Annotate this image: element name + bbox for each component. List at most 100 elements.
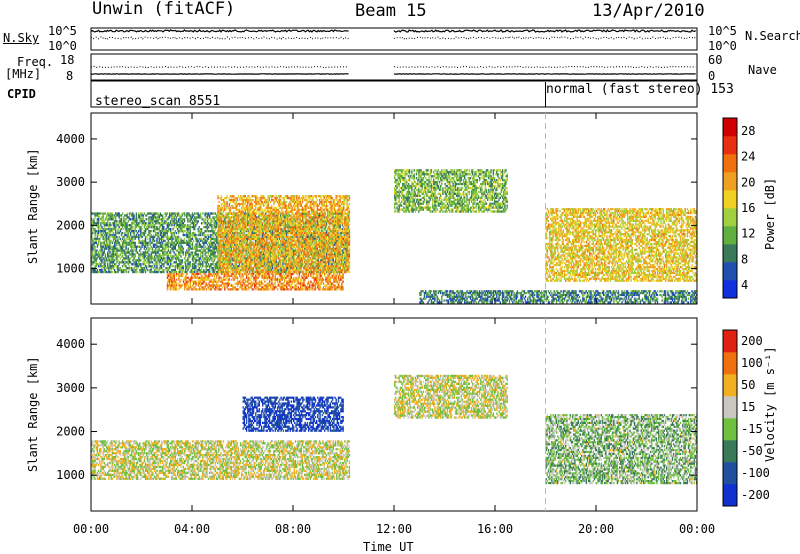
cell bbox=[94, 248, 95, 250]
cell bbox=[185, 259, 186, 261]
cell bbox=[170, 263, 171, 265]
cell bbox=[191, 214, 192, 216]
cell bbox=[94, 261, 95, 263]
cell bbox=[157, 228, 158, 230]
cell bbox=[130, 226, 131, 228]
cell bbox=[109, 271, 110, 273]
cell bbox=[168, 240, 169, 242]
cell bbox=[165, 228, 166, 230]
cell bbox=[170, 244, 171, 246]
cell bbox=[147, 251, 148, 253]
cell bbox=[195, 261, 196, 263]
cell bbox=[107, 251, 108, 253]
cell bbox=[123, 228, 124, 230]
cell bbox=[140, 236, 141, 238]
cell bbox=[112, 230, 113, 232]
cell bbox=[124, 232, 125, 234]
cell bbox=[130, 228, 131, 230]
cell bbox=[163, 232, 164, 234]
cell bbox=[143, 232, 144, 234]
cell bbox=[130, 261, 131, 263]
cell bbox=[137, 236, 138, 238]
cell bbox=[120, 222, 121, 224]
cell bbox=[165, 214, 166, 216]
cell bbox=[115, 244, 116, 246]
cell bbox=[120, 214, 121, 216]
cell bbox=[160, 246, 161, 248]
cell bbox=[165, 267, 166, 269]
cell bbox=[153, 259, 154, 261]
cell bbox=[124, 269, 125, 271]
cell bbox=[115, 222, 116, 224]
cell bbox=[170, 246, 171, 248]
cell bbox=[135, 220, 136, 222]
cell bbox=[170, 236, 171, 238]
cell bbox=[192, 244, 193, 246]
cell bbox=[153, 226, 154, 228]
cell bbox=[124, 222, 125, 224]
cell bbox=[99, 265, 100, 267]
cell bbox=[160, 218, 161, 220]
cell bbox=[97, 250, 98, 252]
cell bbox=[151, 261, 152, 263]
cell bbox=[190, 232, 191, 234]
cell bbox=[183, 251, 184, 253]
cell bbox=[188, 251, 189, 253]
cell bbox=[145, 232, 146, 234]
cell bbox=[97, 218, 98, 220]
cell bbox=[188, 220, 189, 222]
cell bbox=[147, 244, 148, 246]
cell bbox=[151, 271, 152, 273]
cell bbox=[132, 259, 133, 261]
cell bbox=[147, 259, 148, 261]
cell bbox=[109, 218, 110, 220]
cell bbox=[170, 259, 171, 261]
cell bbox=[191, 244, 192, 246]
cell bbox=[193, 271, 194, 273]
cell bbox=[160, 267, 161, 269]
cell bbox=[183, 248, 184, 250]
cell bbox=[139, 240, 140, 242]
cell bbox=[160, 261, 161, 263]
cell bbox=[151, 236, 152, 238]
cell bbox=[99, 263, 100, 265]
cell bbox=[165, 244, 166, 246]
cell bbox=[165, 236, 166, 238]
cell bbox=[184, 240, 185, 242]
cell bbox=[178, 271, 179, 273]
cell bbox=[188, 236, 189, 238]
cell bbox=[171, 263, 172, 265]
cell bbox=[178, 240, 179, 242]
cell bbox=[117, 224, 118, 226]
cell bbox=[172, 216, 173, 218]
cell bbox=[191, 253, 192, 255]
cell bbox=[105, 255, 106, 257]
power-panel: 1000200030004000 bbox=[56, 113, 697, 304]
cell bbox=[186, 240, 187, 242]
cell bbox=[99, 255, 100, 257]
cell bbox=[194, 228, 195, 230]
cell bbox=[137, 224, 138, 226]
cell bbox=[115, 251, 116, 253]
cell bbox=[168, 263, 169, 265]
cell bbox=[99, 257, 100, 259]
strip-frame-2 bbox=[91, 81, 697, 107]
cell bbox=[183, 212, 184, 214]
cell bbox=[128, 251, 129, 253]
cell bbox=[140, 267, 141, 269]
cell bbox=[155, 263, 156, 265]
cell bbox=[101, 230, 102, 232]
cell bbox=[147, 255, 148, 257]
cell bbox=[128, 228, 129, 230]
cell bbox=[185, 267, 186, 269]
cell bbox=[157, 222, 158, 224]
cell bbox=[109, 244, 110, 246]
cell bbox=[100, 228, 101, 230]
nave-trace-1 bbox=[394, 67, 696, 68]
cell bbox=[172, 232, 173, 234]
cell bbox=[97, 232, 98, 234]
cell bbox=[120, 238, 121, 240]
cell bbox=[147, 269, 148, 271]
cell bbox=[185, 242, 186, 244]
cell bbox=[112, 248, 113, 250]
